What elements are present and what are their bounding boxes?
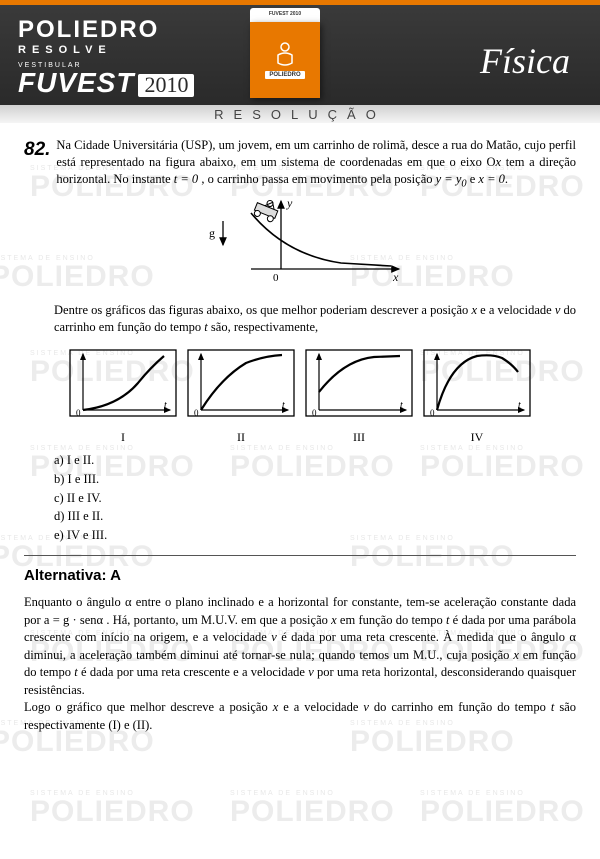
- qt-4: e: [467, 172, 479, 186]
- qt-5: .: [505, 172, 508, 186]
- graph-I: 0 t I: [68, 344, 178, 445]
- page-header: POLIEDRO RESOLVE VESTIBULAR FUVEST 2010 …: [0, 0, 600, 123]
- book-top-label: FUVEST 2010: [250, 8, 320, 22]
- option: a) I e II.: [54, 451, 576, 470]
- watermark: SISTEMA DE ENSINOPOLIEDRO: [420, 790, 585, 825]
- student-icon: [270, 41, 300, 67]
- exam-row: FUVEST 2010: [18, 67, 194, 99]
- y-axis-label: y: [286, 196, 293, 210]
- watermark: SISTEMA DE ENSINOPOLIEDRO: [30, 790, 195, 825]
- resolution-bar: RESOLUÇÃO: [0, 105, 600, 123]
- question-block: 82. Na Cidade Universitária (USP), um jo…: [24, 137, 576, 191]
- explanation: Enquanto o ângulo α entre o plano inclin…: [24, 594, 576, 734]
- exam-year: 2010: [138, 74, 194, 97]
- eq-x: x = 0: [478, 172, 504, 186]
- eq-t0: t = 0: [174, 172, 198, 186]
- divider: [24, 555, 576, 556]
- graph-IV: 0 t IV: [422, 344, 532, 445]
- profile-diagram: y x 0 g: [191, 195, 409, 287]
- e8: Logo o gráfico que melhor descreve a pos…: [24, 700, 273, 714]
- mid-2: e a velocidade: [477, 303, 555, 317]
- question-middle: Dentre os gráficos das figuras abaixo, o…: [54, 302, 576, 336]
- content-area: 82. Na Cidade Universitária (USP), um jo…: [0, 123, 600, 754]
- g-label: g: [209, 226, 215, 240]
- question-number: 82.: [24, 137, 50, 163]
- brand-block: POLIEDRO RESOLVE VESTIBULAR FUVEST 2010: [18, 18, 194, 99]
- figure-1: y x 0 g: [24, 195, 576, 292]
- svg-text:0: 0: [76, 408, 81, 418]
- book-brand-label: POLIEDRO: [265, 71, 304, 79]
- graph-III: 0 t III: [304, 344, 414, 445]
- svg-text:t: t: [518, 400, 521, 411]
- svg-text:0: 0: [194, 408, 199, 418]
- origin-label: 0: [273, 272, 279, 284]
- svg-text:t: t: [164, 400, 167, 411]
- option: b) I e III.: [54, 470, 576, 489]
- option: c) II e IV.: [54, 489, 576, 508]
- svg-text:t: t: [282, 400, 285, 411]
- brand-main: POLIEDRO: [18, 18, 194, 42]
- book-cover: FUVEST 2010 POLIEDRO: [250, 8, 320, 98]
- question-text: Na Cidade Universitária (USP), um jovem,…: [56, 137, 576, 191]
- brand-sub: RESOLVE: [18, 44, 194, 56]
- e2: em função do tempo: [337, 613, 446, 627]
- svg-text:0: 0: [430, 408, 435, 418]
- exam-name: FUVEST: [18, 67, 134, 99]
- x-axis-label: x: [392, 270, 399, 284]
- graph-roman: III: [304, 429, 414, 445]
- watermark: SISTEMA DE ENSINOPOLIEDRO: [230, 790, 395, 825]
- graphs-row: 0 t I 0 t II 0 t III 0 t IV: [24, 344, 576, 445]
- options-list: a) I e II.b) I e III.c) II e IV.d) III e…: [54, 451, 576, 545]
- subject-title: Física: [480, 40, 570, 82]
- graph-roman: II: [186, 429, 296, 445]
- answer-label: Alternativa: A: [24, 566, 576, 586]
- mid-1: Dentre os gráficos das figuras abaixo, o…: [54, 303, 471, 317]
- book-body: POLIEDRO: [250, 22, 320, 98]
- option: d) III e II.: [54, 507, 576, 526]
- mid-4: são, respectivamente,: [208, 320, 318, 334]
- graph-roman: I: [68, 429, 178, 445]
- e6: é dada por uma reta crescente e a veloci…: [78, 665, 308, 679]
- eq-y: y = y: [436, 172, 462, 186]
- graph-II: 0 t II: [186, 344, 296, 445]
- svg-text:t: t: [400, 400, 403, 411]
- svg-text:0: 0: [312, 408, 317, 418]
- qt-3: , o carrinho passa em movimento pela pos…: [198, 172, 435, 186]
- e10: do carrinho em função do tempo: [369, 700, 551, 714]
- graph-roman: IV: [422, 429, 532, 445]
- option: e) IV e III.: [54, 526, 576, 545]
- e9: e a velocidade: [278, 700, 363, 714]
